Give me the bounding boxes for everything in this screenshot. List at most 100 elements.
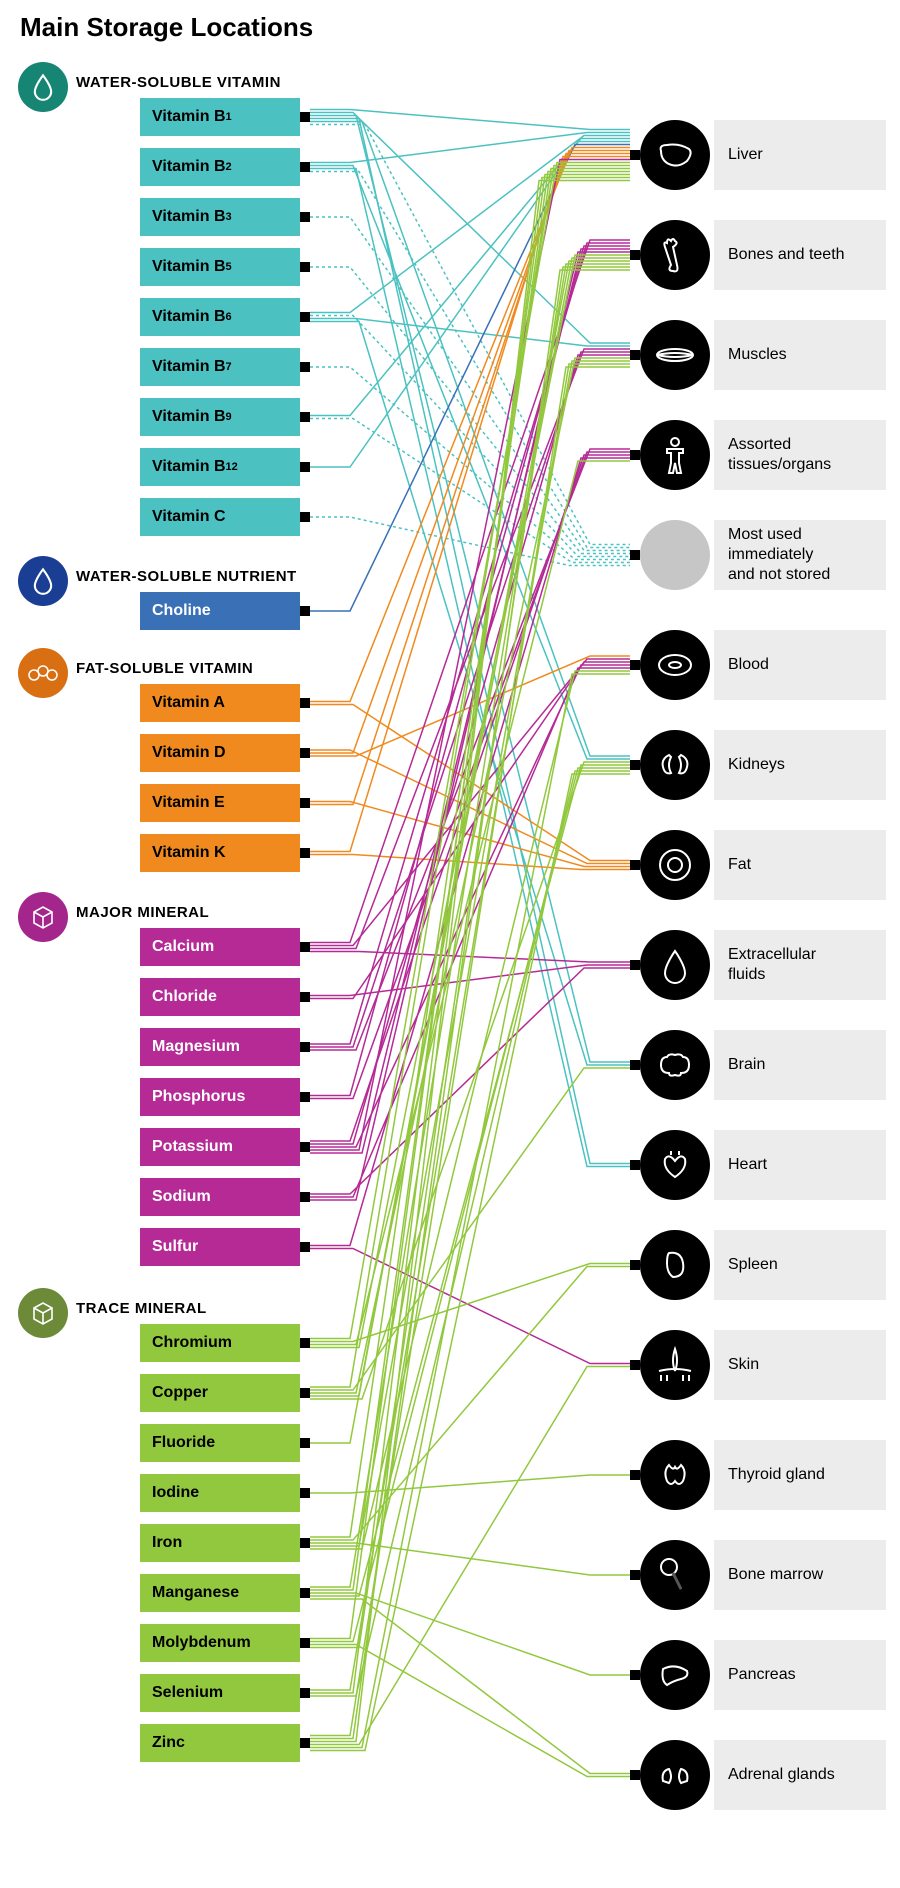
edge-k-liver <box>310 157 630 852</box>
nutrient-zinc: Zinc <box>140 1724 300 1762</box>
connector-knob <box>630 1570 640 1580</box>
edge-d-fat <box>310 750 630 864</box>
edge-c-notstored <box>310 517 630 566</box>
edge-b1-kidneys <box>310 122 630 757</box>
connector-knob <box>630 860 640 870</box>
category-icon-fsv <box>18 648 68 698</box>
edge-b5-notstored <box>310 267 630 554</box>
dest-icon-adrenal <box>640 1740 710 1810</box>
edge-b1-muscles <box>310 113 630 344</box>
dest-label-notstored: Most usedimmediatelyand not stored <box>714 520 886 590</box>
edge-copper-kidneys <box>310 762 630 1399</box>
edge-molybdenum-adrenal <box>310 1645 630 1777</box>
edge-copper-bones <box>310 258 630 1396</box>
nutrient-k: Vitamin K <box>140 834 300 872</box>
dest-icon-kidneys <box>640 730 710 800</box>
edge-b1-notstored <box>310 125 630 545</box>
edge-iodine-thyroid <box>310 1475 630 1493</box>
dest-label-heart: Heart <box>714 1130 886 1200</box>
category-icon-mm <box>18 892 68 942</box>
edge-b1-heart <box>310 119 630 1164</box>
edge-phosphorus-bones <box>310 246 630 1096</box>
edge-b6-muscles <box>310 319 630 347</box>
edge-zinc-liver <box>310 181 630 1742</box>
dest-label-liver: Liver <box>714 120 886 190</box>
connector-knob <box>630 960 640 970</box>
nutrient-b7: Vitamin B7 <box>140 348 300 386</box>
edge-b3-notstored <box>310 217 630 551</box>
edge-chloride-blood <box>310 662 630 999</box>
nutrient-molybdenum: Molybdenum <box>140 1624 300 1662</box>
nutrient-copper: Copper <box>140 1374 300 1412</box>
connector-knob <box>630 250 640 260</box>
edge-manganese-adrenal <box>310 1599 630 1774</box>
dest-icon-marrow <box>640 1540 710 1610</box>
connector-knob <box>630 350 640 360</box>
edge-b7-notstored <box>310 367 630 560</box>
edge-potassium-muscles <box>310 355 630 1144</box>
connector-knob <box>630 1670 640 1680</box>
connector-knob <box>630 660 640 670</box>
connector-knob <box>300 512 310 522</box>
connector-knob <box>300 212 310 222</box>
edge-manganese-kidneys <box>310 765 630 1596</box>
edge-zinc-skin <box>310 1367 630 1745</box>
nutrient-potassium: Potassium <box>140 1128 300 1166</box>
connector-knob <box>300 362 310 372</box>
connector-knob <box>300 1192 310 1202</box>
connector-knob <box>300 112 310 122</box>
dest-label-pancreas: Pancreas <box>714 1640 886 1710</box>
connector-knob <box>630 450 640 460</box>
category-label-tm: TRACE MINERAL <box>76 1300 207 1317</box>
edge-fluoride-bones <box>310 261 630 1443</box>
dest-label-muscles: Muscles <box>714 320 886 390</box>
edge-chromium-liver <box>310 163 630 1339</box>
edge-a-liver <box>310 148 630 702</box>
category-label-fsv: FAT-SOLUBLE VITAMIN <box>76 660 253 677</box>
nutrient-manganese: Manganese <box>140 1574 300 1612</box>
edge-a-fat <box>310 705 630 861</box>
nutrient-c: Vitamin C <box>140 498 300 536</box>
connector-knob <box>630 550 640 560</box>
edge-sulfur-tissues <box>310 458 630 1246</box>
dest-label-tissues: Assortedtissues/organs <box>714 420 886 490</box>
dest-icon-notstored <box>640 520 710 590</box>
edge-choline-liver <box>310 145 630 612</box>
nutrient-b3: Vitamin B3 <box>140 198 300 236</box>
edge-iron-liver <box>310 169 630 1538</box>
edge-copper-brain <box>310 1068 630 1390</box>
edge-e-fat <box>310 802 630 867</box>
edge-b6-notstored <box>310 316 630 557</box>
nutrient-iron: Iron <box>140 1524 300 1562</box>
edge-sulfur-skin <box>310 1249 630 1364</box>
edge-manganese-pancreas <box>310 1593 630 1675</box>
edge-b1-brain <box>310 116 630 1063</box>
edge-selenium-liver <box>310 178 630 1694</box>
nutrient-chloride: Chloride <box>140 978 300 1016</box>
dest-icon-blood <box>640 630 710 700</box>
connector-knob <box>300 412 310 422</box>
edge-e-liver <box>310 154 630 805</box>
edge-zinc-kidneys <box>310 774 630 1751</box>
nutrient-chromium: Chromium <box>140 1324 300 1362</box>
nutrient-b12: Vitamin B12 <box>140 448 300 486</box>
connector-knob <box>300 1588 310 1598</box>
dest-icon-skin <box>640 1330 710 1400</box>
dest-label-blood: Blood <box>714 630 886 700</box>
dest-label-spleen: Spleen <box>714 1230 886 1300</box>
connector-knob <box>630 1260 640 1270</box>
nutrient-choline: Choline <box>140 592 300 630</box>
edge-b9-liver <box>310 139 630 416</box>
edge-k-fat <box>310 855 630 870</box>
edge-potassium-liver <box>310 160 630 1151</box>
dest-icon-brain <box>640 1030 710 1100</box>
edge-sodium-blood <box>310 668 630 1197</box>
connector-knob <box>300 1638 310 1648</box>
nutrient-iodine: Iodine <box>140 1474 300 1512</box>
nutrient-b5: Vitamin B5 <box>140 248 300 286</box>
edge-copper-liver <box>310 166 630 1388</box>
connector-knob <box>630 1160 640 1170</box>
nutrient-b9: Vitamin B9 <box>140 398 300 436</box>
edge-iron-muscles <box>310 361 630 1546</box>
edge-calcium-bones <box>310 240 630 943</box>
